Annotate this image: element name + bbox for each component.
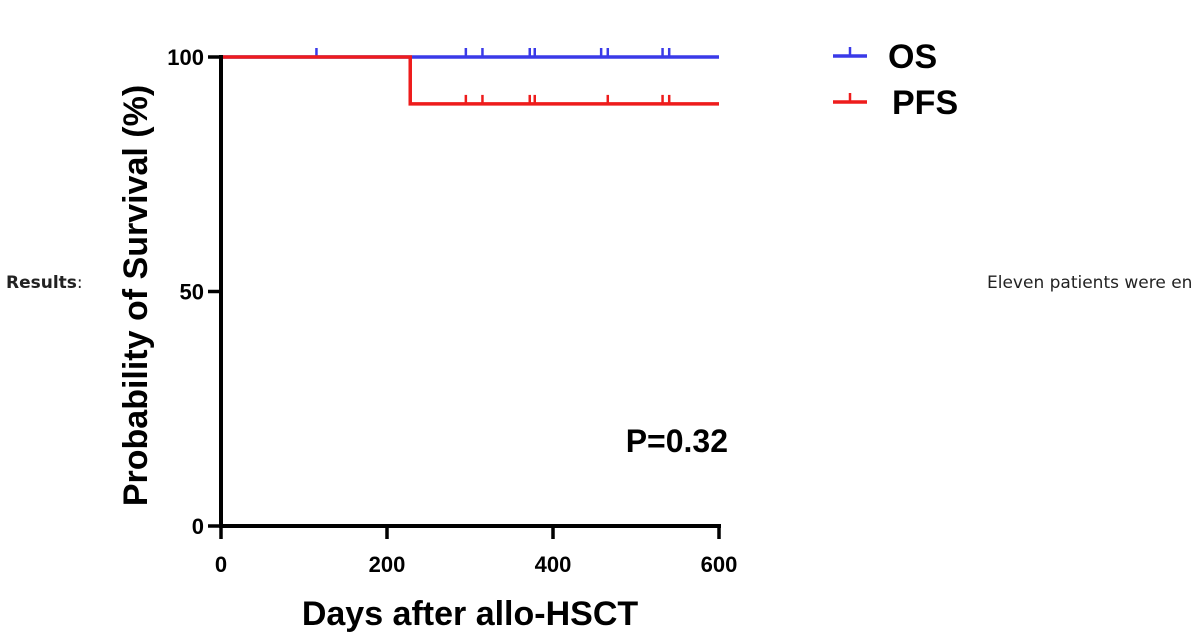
y-axis-title: Probability of Survival (%)	[117, 85, 155, 506]
x-tick-label-400: 400	[535, 552, 572, 577]
series-layer	[221, 48, 719, 106]
x-tick-label-0: 0	[215, 552, 227, 577]
axes-layer: 0 50 100 0 200 400 600 Days after allo-HSCT Prob…	[117, 45, 737, 633]
legend: OS PFS	[833, 38, 958, 122]
y-tick-label-50: 50	[180, 280, 204, 305]
pfs-line	[221, 55, 719, 106]
y-tick-label-100: 100	[167, 45, 204, 70]
legend-os-label: OS	[888, 38, 937, 76]
legend-pfs-label: PFS	[892, 84, 958, 122]
body-text-snippet: Eleven patients were en	[987, 273, 1193, 293]
x-tick-label-200: 200	[369, 552, 406, 577]
y-tick-label-0: 0	[192, 514, 204, 539]
x-tick-label-600: 600	[701, 552, 738, 577]
p-value-annotation: P=0.32	[626, 423, 728, 459]
results-label: Results:	[6, 273, 83, 293]
x-axis-title: Days after allo-HSCT	[302, 595, 639, 633]
